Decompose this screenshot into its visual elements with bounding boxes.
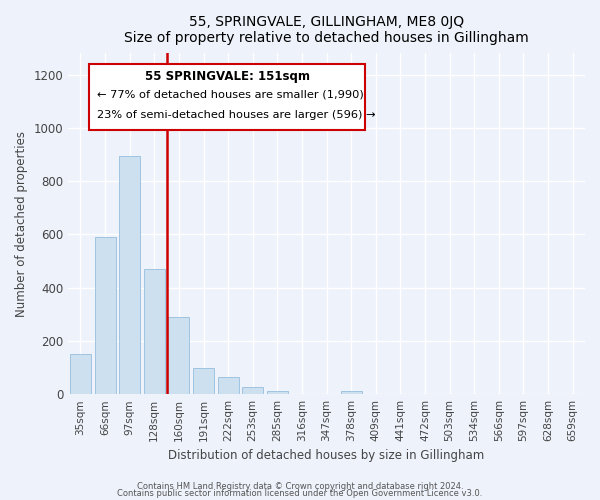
Y-axis label: Number of detached properties: Number of detached properties xyxy=(15,130,28,316)
Bar xyxy=(193,368,214,394)
Bar xyxy=(169,317,190,394)
Text: Contains HM Land Registry data © Crown copyright and database right 2024.: Contains HM Land Registry data © Crown c… xyxy=(137,482,463,491)
FancyBboxPatch shape xyxy=(89,64,365,130)
Text: ← 77% of detached houses are smaller (1,990): ← 77% of detached houses are smaller (1,… xyxy=(97,89,364,99)
Bar xyxy=(218,378,239,394)
Bar xyxy=(144,269,165,394)
Bar xyxy=(341,391,362,394)
Bar xyxy=(242,386,263,394)
Text: 23% of semi-detached houses are larger (596) →: 23% of semi-detached houses are larger (… xyxy=(97,110,375,120)
Bar xyxy=(70,354,91,394)
X-axis label: Distribution of detached houses by size in Gillingham: Distribution of detached houses by size … xyxy=(169,450,485,462)
Bar xyxy=(119,156,140,394)
Text: 55 SPRINGVALE: 151sqm: 55 SPRINGVALE: 151sqm xyxy=(145,70,310,82)
Bar xyxy=(267,390,288,394)
Text: Contains public sector information licensed under the Open Government Licence v3: Contains public sector information licen… xyxy=(118,490,482,498)
Bar xyxy=(95,237,116,394)
Title: 55, SPRINGVALE, GILLINGHAM, ME8 0JQ
Size of property relative to detached houses: 55, SPRINGVALE, GILLINGHAM, ME8 0JQ Size… xyxy=(124,15,529,45)
